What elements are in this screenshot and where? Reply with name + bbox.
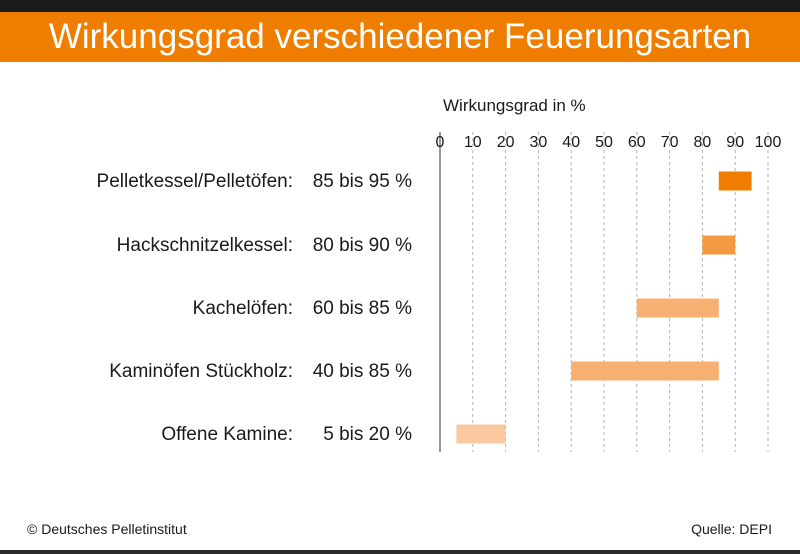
x-tick-label: 0 [436, 134, 445, 151]
x-tick-label: 70 [661, 134, 679, 151]
range-bar [456, 424, 506, 444]
range-label: 60 bis 85 % [313, 298, 412, 319]
x-tick-label: 10 [464, 134, 482, 151]
range-label: 85 bis 95 % [313, 171, 412, 192]
x-tick-label: 90 [726, 134, 744, 151]
top-border [0, 0, 800, 12]
x-tick-label: 60 [628, 134, 646, 151]
chart-title: Wirkungsgrad verschiedener Feuerungsarte… [48, 17, 752, 56]
category-label: Pelletkessel/Pelletöfen: [97, 171, 293, 192]
range-label: 5 bis 20 % [323, 424, 412, 445]
x-tick-label: 40 [562, 134, 580, 151]
range-bar [571, 361, 719, 381]
x-axis-label: Wirkungsgrad in % [443, 96, 586, 115]
bottom-border [0, 550, 800, 554]
range-bar [718, 171, 752, 191]
range-bar [636, 298, 719, 318]
copyright-note: © Deutsches Pelletinstitut [27, 521, 187, 537]
category-label: Offene Kamine: [161, 424, 293, 445]
range-label: 40 bis 85 % [313, 361, 412, 382]
range-bar [702, 235, 736, 255]
category-label: Hackschnitzelkessel: [117, 235, 293, 256]
category-label: Kachelöfen: [193, 298, 293, 319]
x-tick-label: 30 [530, 134, 548, 151]
x-tick-label: 50 [595, 134, 613, 151]
range-label: 80 bis 90 % [313, 235, 412, 256]
x-tick-label: 80 [694, 134, 712, 151]
x-tick-label: 20 [497, 134, 515, 151]
source-note: Quelle: DEPI [691, 521, 772, 537]
title-bar: Wirkungsgrad verschiedener Feuerungsarte… [0, 12, 800, 62]
category-label: Kaminöfen Stückholz: [109, 361, 293, 382]
x-tick-label: 100 [755, 134, 782, 151]
